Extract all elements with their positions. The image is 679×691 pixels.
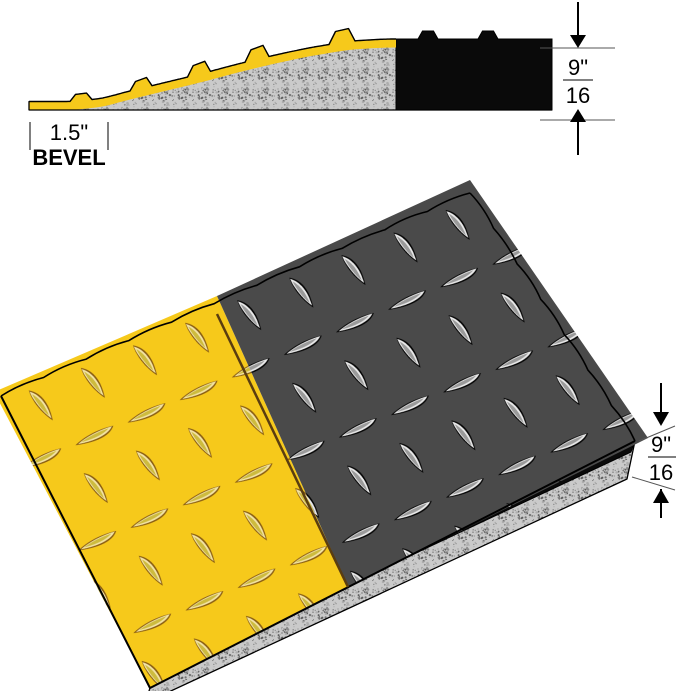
svg-text:9": 9" [568, 55, 588, 80]
svg-text:BEVEL: BEVEL [32, 145, 105, 170]
svg-text:9": 9" [651, 432, 671, 457]
svg-text:16: 16 [566, 83, 590, 108]
svg-text:16: 16 [649, 460, 673, 485]
svg-text:1.5": 1.5" [50, 120, 88, 145]
